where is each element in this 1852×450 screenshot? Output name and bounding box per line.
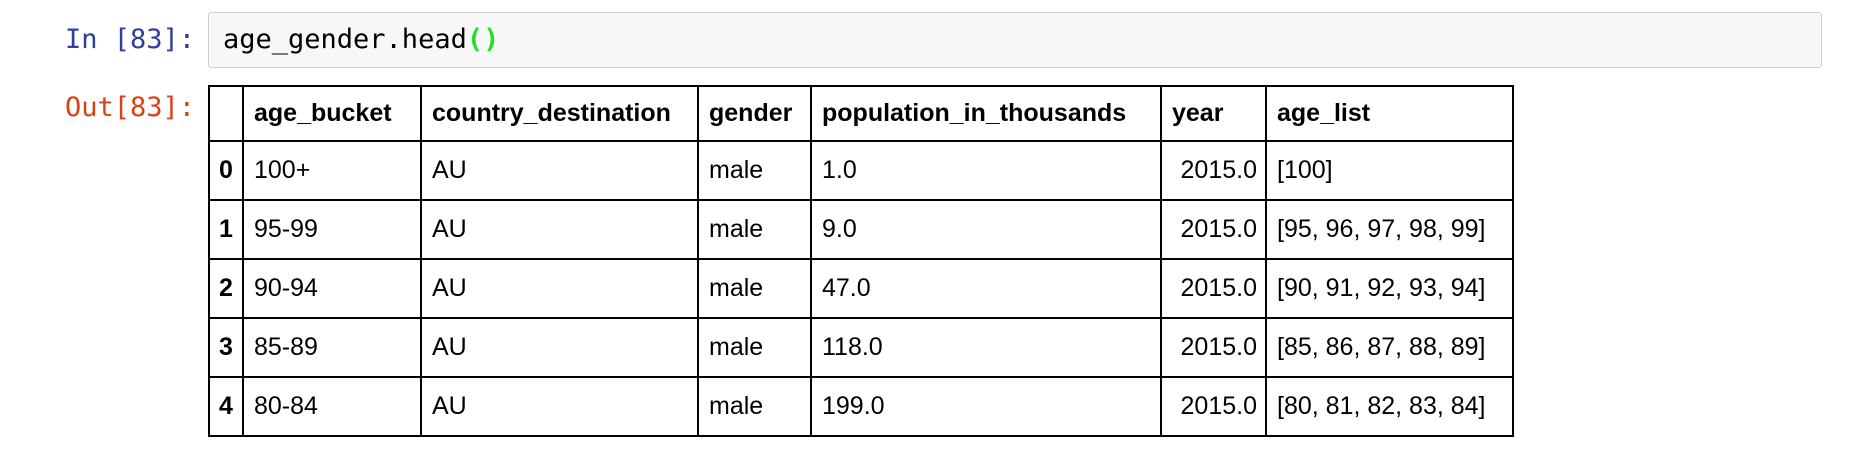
cell-gender: male — [697, 376, 812, 437]
code-editor[interactable]: age_gender.head() — [208, 12, 1822, 68]
cell-age-bucket: 100+ — [242, 140, 422, 201]
cell-year: 2015.0 — [1160, 199, 1267, 260]
cell-age-list: [85, 86, 87, 88, 89] — [1265, 317, 1514, 378]
cell-population: 199.0 — [810, 376, 1162, 437]
cell-year: 2015.0 — [1160, 140, 1267, 201]
cell-population: 47.0 — [810, 258, 1162, 319]
table-row: 2 90-94 AU male 47.0 2015.0 [90, 91, 92,… — [208, 258, 1514, 319]
column-header-country-destination: country_destination — [420, 85, 699, 142]
cell-year: 2015.0 — [1160, 317, 1267, 378]
row-index-cell: 3 — [208, 317, 244, 378]
cell-age-list: [100] — [1265, 140, 1514, 201]
header-row: age_bucket country_destination gender po… — [208, 85, 1514, 142]
cell-gender: male — [697, 258, 812, 319]
output-cell: Out[83]: age_bucket country_destination … — [0, 85, 1852, 437]
cell-age-list: [80, 81, 82, 83, 84] — [1265, 376, 1514, 437]
cell-gender: male — [697, 140, 812, 201]
table-row: 1 95-99 AU male 9.0 2015.0 [95, 96, 97, … — [208, 199, 1514, 260]
column-header-age-list: age_list — [1265, 85, 1514, 142]
cell-age-bucket: 90-94 — [242, 258, 422, 319]
row-index-cell: 2 — [208, 258, 244, 319]
input-prompt: In [83]: — [64, 24, 195, 55]
cell-age-list: [95, 96, 97, 98, 99] — [1265, 199, 1514, 260]
cell-population: 118.0 — [810, 317, 1162, 378]
cell-age-bucket: 95-99 — [242, 199, 422, 260]
dataframe-table: age_bucket country_destination gender po… — [208, 85, 1514, 437]
cell-country-destination: AU — [420, 317, 699, 378]
cell-population: 1.0 — [810, 140, 1162, 201]
cell-population: 9.0 — [810, 199, 1162, 260]
cell-gender: male — [697, 317, 812, 378]
cell-country-destination: AU — [420, 258, 699, 319]
column-header-index — [208, 85, 244, 142]
matching-brackets: () — [466, 24, 500, 55]
cell-age-list: [90, 91, 92, 93, 94] — [1265, 258, 1514, 319]
row-index-cell: 1 — [208, 199, 244, 260]
column-header-population-in-thousands: population_in_thousands — [810, 85, 1162, 142]
table-row: 0 100+ AU male 1.0 2015.0 [100] — [208, 140, 1514, 201]
row-index-cell: 0 — [208, 140, 244, 201]
cell-year: 2015.0 — [1160, 258, 1267, 319]
column-header-gender: gender — [697, 85, 812, 142]
cell-country-destination: AU — [420, 376, 699, 437]
table-row: 4 80-84 AU male 199.0 2015.0 [80, 81, 82… — [208, 376, 1514, 437]
output-prompt: Out[83]: — [64, 92, 195, 123]
cell-year: 2015.0 — [1160, 376, 1267, 437]
code-text: age_gender.head — [223, 24, 467, 55]
cell-country-destination: AU — [420, 140, 699, 201]
cell-gender: male — [697, 199, 812, 260]
cell-age-bucket: 80-84 — [242, 376, 422, 437]
column-header-age-bucket: age_bucket — [242, 85, 422, 142]
cell-country-destination: AU — [420, 199, 699, 260]
table-row: 3 85-89 AU male 118.0 2015.0 [85, 86, 87… — [208, 317, 1514, 378]
row-index-cell: 4 — [208, 376, 244, 437]
cell-age-bucket: 85-89 — [242, 317, 422, 378]
code-cell: In [83]: age_gender.head() — [0, 0, 1852, 68]
column-header-year: year — [1160, 85, 1267, 142]
output-area: age_bucket country_destination gender po… — [208, 85, 1852, 437]
